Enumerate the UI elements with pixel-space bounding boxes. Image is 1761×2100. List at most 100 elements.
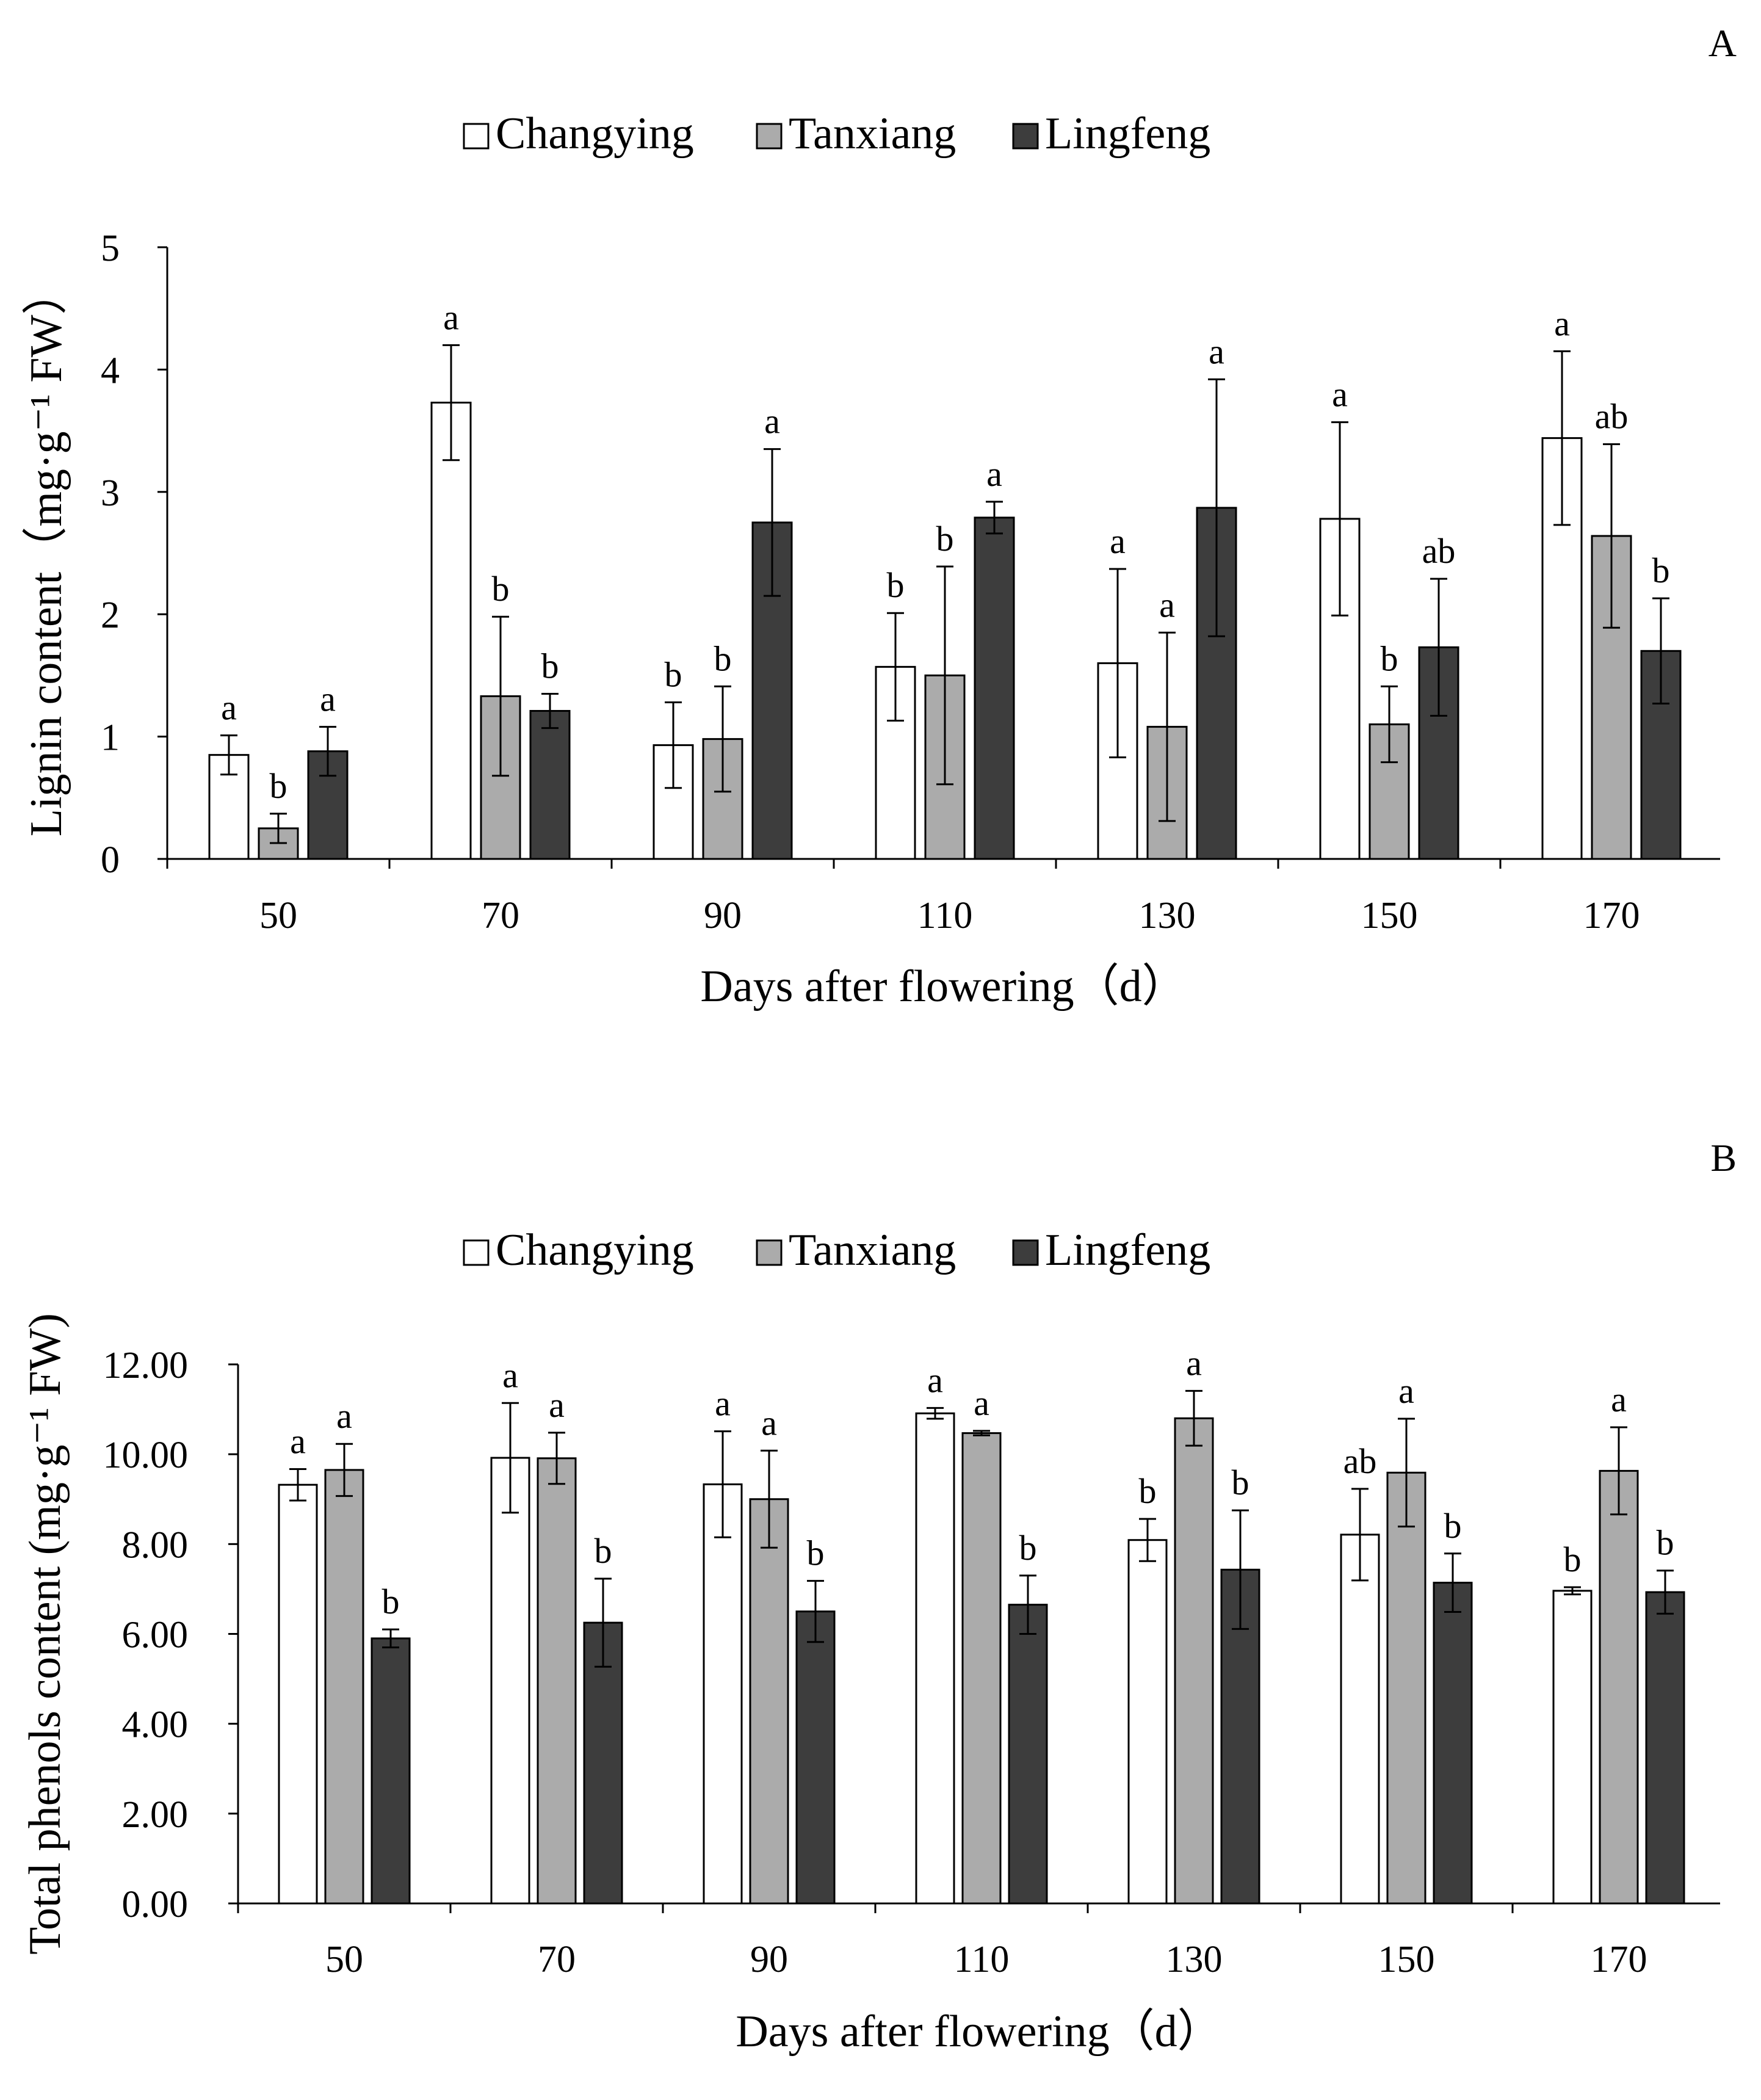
significance-letter-changying-170: b [1564, 1540, 1582, 1579]
x-axis-title: Days after flowering（d） [700, 961, 1187, 1012]
bar-changying-70 [490, 1457, 530, 1905]
legend: Changying Tanxiang Lingfeng [463, 109, 1210, 159]
error-bar-changying-70 [502, 1402, 519, 1514]
error-bar-lingfeng-70 [595, 1577, 612, 1668]
error-bar-tanxiang-50 [336, 1443, 353, 1497]
y-tick-label: 5 [101, 228, 120, 269]
error-bar-tanxiang-90 [761, 1449, 778, 1549]
y-tick-label: 4.00 [122, 1704, 189, 1746]
bar-lingfeng-170 [1645, 1591, 1685, 1905]
legend-swatch-lingfeng [1012, 1239, 1039, 1266]
y-tick-label: 1 [101, 717, 120, 759]
error-bar-changying-50 [289, 1468, 306, 1502]
bar-lingfeng-50 [371, 1637, 411, 1905]
x-tick-label: 170 [1583, 895, 1640, 936]
bar-group-50: aba [208, 679, 349, 860]
significance-letter-tanxiang-110: b [936, 519, 954, 559]
significance-letter-lingfeng-130: b [1232, 1463, 1249, 1502]
bar-tanxiang-70 [537, 1457, 577, 1905]
y-axis-title: Lignin content（mg·g⁻¹ FW） [21, 270, 71, 837]
bar-lingfeng-90 [795, 1610, 836, 1905]
bar-changying-170 [1552, 1590, 1593, 1905]
error-bar-lingfeng-170 [1657, 1570, 1674, 1615]
bar-group-110: bba [875, 454, 1015, 860]
error-bar-lingfeng-50 [382, 1628, 399, 1649]
significance-letter-tanxiang-90: b [714, 639, 732, 678]
legend-swatch-lingfeng [1012, 123, 1039, 150]
legend-swatch-tanxiang [756, 123, 783, 150]
error-bar-tanxiang-70 [492, 615, 509, 777]
error-bar-tanxiang-110 [973, 1430, 990, 1436]
bar-group-90: b b a [653, 402, 793, 860]
panel-b: B Changying Tanxiang Lingfeng 0.00 2.00 4.00 6.… [20, 1136, 1737, 2057]
legend-item-tanxiang: Tanxiang [756, 109, 956, 159]
y-tick-label: 6.00 [122, 1615, 189, 1656]
significance-letter-tanxiang-110: a [974, 1383, 989, 1423]
legend-item-lingfeng: Lingfeng [1012, 1225, 1210, 1275]
error-bar-tanxiang-170 [1603, 443, 1620, 629]
significance-letter-lingfeng-150: ab [1422, 531, 1456, 571]
error-bar-lingfeng-50 [319, 726, 336, 777]
error-bar-changying-90 [665, 701, 682, 789]
x-tick-label: 50 [259, 895, 297, 936]
legend: Changying Tanxiang Lingfeng [463, 1225, 1210, 1275]
x-tick-label: 110 [917, 895, 973, 936]
legend-swatch-changying [463, 123, 490, 150]
bar-tanxiang-110 [961, 1432, 1002, 1905]
error-bar-tanxiang-90 [714, 685, 731, 793]
bar-tanxiang-50 [324, 1469, 364, 1905]
significance-letter-lingfeng-50: b [382, 1582, 400, 1621]
significance-letter-tanxiang-170: ab [1595, 397, 1629, 436]
y-tick-label: 12.00 [103, 1345, 189, 1386]
legend-label: Tanxiang [789, 1225, 956, 1275]
error-bar-lingfeng-130 [1208, 378, 1225, 637]
significance-letter-changying-90: b [665, 654, 682, 694]
panel-label: A [1709, 21, 1737, 65]
significance-letter-changying-110: b [887, 565, 905, 605]
panel-label: B [1710, 1136, 1737, 1179]
bar-tanxiang-90 [749, 1498, 789, 1905]
error-bar-lingfeng-150 [1444, 1552, 1461, 1613]
bar-group-170: b a b [1552, 1380, 1685, 1905]
y-axis-title: Total phenols content (mg·g⁻¹ FW) [20, 1313, 70, 1955]
legend-label: Lingfeng [1045, 1225, 1210, 1275]
legend-item-changying: Changying [463, 109, 694, 159]
significance-letter-changying-90: a [715, 1384, 731, 1424]
legend-label: Tanxiang [789, 109, 956, 159]
legend-item-lingfeng: Lingfeng [1012, 109, 1210, 159]
error-bar-changying-170 [1564, 1586, 1581, 1596]
x-tick-label: 130 [1139, 895, 1196, 936]
x-tick-label: 70 [482, 895, 519, 936]
x-tick-label: 150 [1361, 895, 1418, 936]
error-bar-changying-130 [1109, 568, 1126, 759]
legend-item-tanxiang: Tanxiang [756, 1225, 956, 1275]
x-tick-label: 110 [954, 1939, 1010, 1980]
significance-letter-lingfeng-70: b [595, 1531, 612, 1571]
bar-group-70: aa b [490, 1355, 623, 1905]
x-tick-label: 90 [704, 895, 742, 936]
error-bar-tanxiang-130 [1185, 1389, 1202, 1447]
x-tick-label: 150 [1378, 1939, 1435, 1980]
significance-letter-tanxiang-70: b [492, 569, 510, 609]
error-bar-tanxiang-170 [1610, 1426, 1627, 1516]
bar-tanxiang-130 [1174, 1417, 1214, 1905]
bar-group-130: aaa [1097, 331, 1237, 860]
significance-letter-tanxiang-70: a [549, 1385, 565, 1425]
error-bar-changying-130 [1139, 1518, 1156, 1562]
significance-letter-tanxiang-50: a [336, 1396, 352, 1436]
significance-letter-tanxiang-50: b [270, 766, 287, 806]
bar-group-110: aa b [915, 1360, 1048, 1905]
y-tick-label: 0.00 [122, 1884, 189, 1925]
significance-letter-tanxiang-130: a [1159, 585, 1175, 625]
significance-letter-lingfeng-130: a [1209, 331, 1224, 371]
bar-group-130: b a b [1127, 1343, 1260, 1905]
significance-letter-changying-70: a [502, 1355, 518, 1395]
y-tick-label: 0 [101, 839, 120, 881]
significance-letter-lingfeng-170: b [1652, 551, 1670, 590]
error-bar-changying-150 [1351, 1488, 1369, 1582]
significance-letter-lingfeng-110: a [986, 454, 1002, 494]
